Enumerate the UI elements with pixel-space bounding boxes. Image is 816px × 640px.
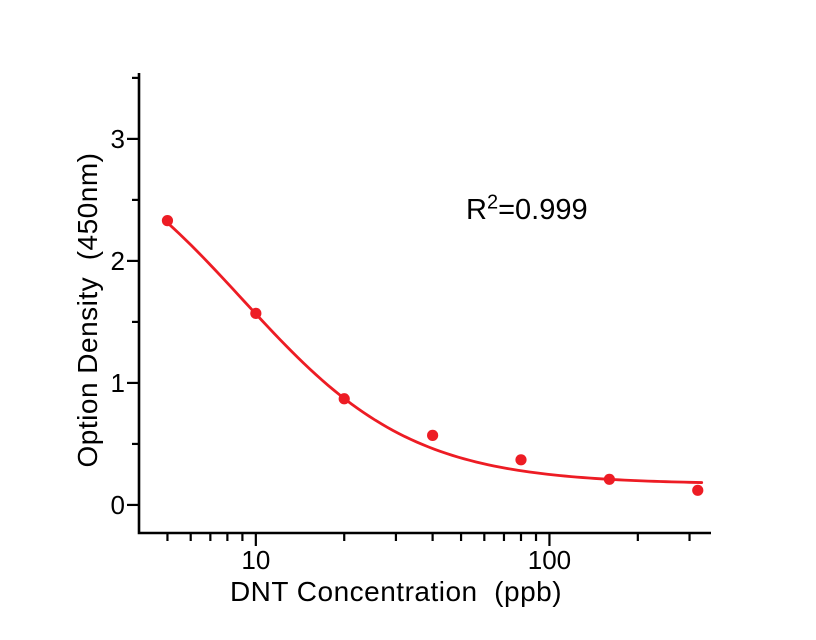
y-axis-title: Option Density (450nm) (72, 152, 103, 468)
data-point (161, 215, 174, 227)
r-squared-annotation: R2=0.999 (466, 191, 588, 227)
r-squared-base: R (466, 194, 487, 226)
data-point (250, 307, 262, 319)
x-tick-label: 10 (241, 545, 270, 575)
data-point (692, 484, 704, 496)
data-point (603, 473, 615, 485)
r-squared-value: =0.999 (498, 194, 588, 226)
y-tick-label: 0 (111, 490, 125, 520)
r-squared-superscript: 2 (486, 191, 499, 214)
x-axis-title: DNT Concentration (ppb) (229, 576, 563, 607)
y-tick-label: 2 (111, 246, 125, 276)
y-tick-label: 3 (111, 124, 125, 154)
x-tick-label: 100 (528, 545, 571, 575)
data-point (338, 393, 350, 405)
data-point (515, 454, 527, 466)
fit-curve-line (166, 221, 704, 484)
axes-frame (137, 73, 711, 535)
data-point (427, 429, 439, 441)
y-tick-label: 1 (111, 368, 125, 398)
